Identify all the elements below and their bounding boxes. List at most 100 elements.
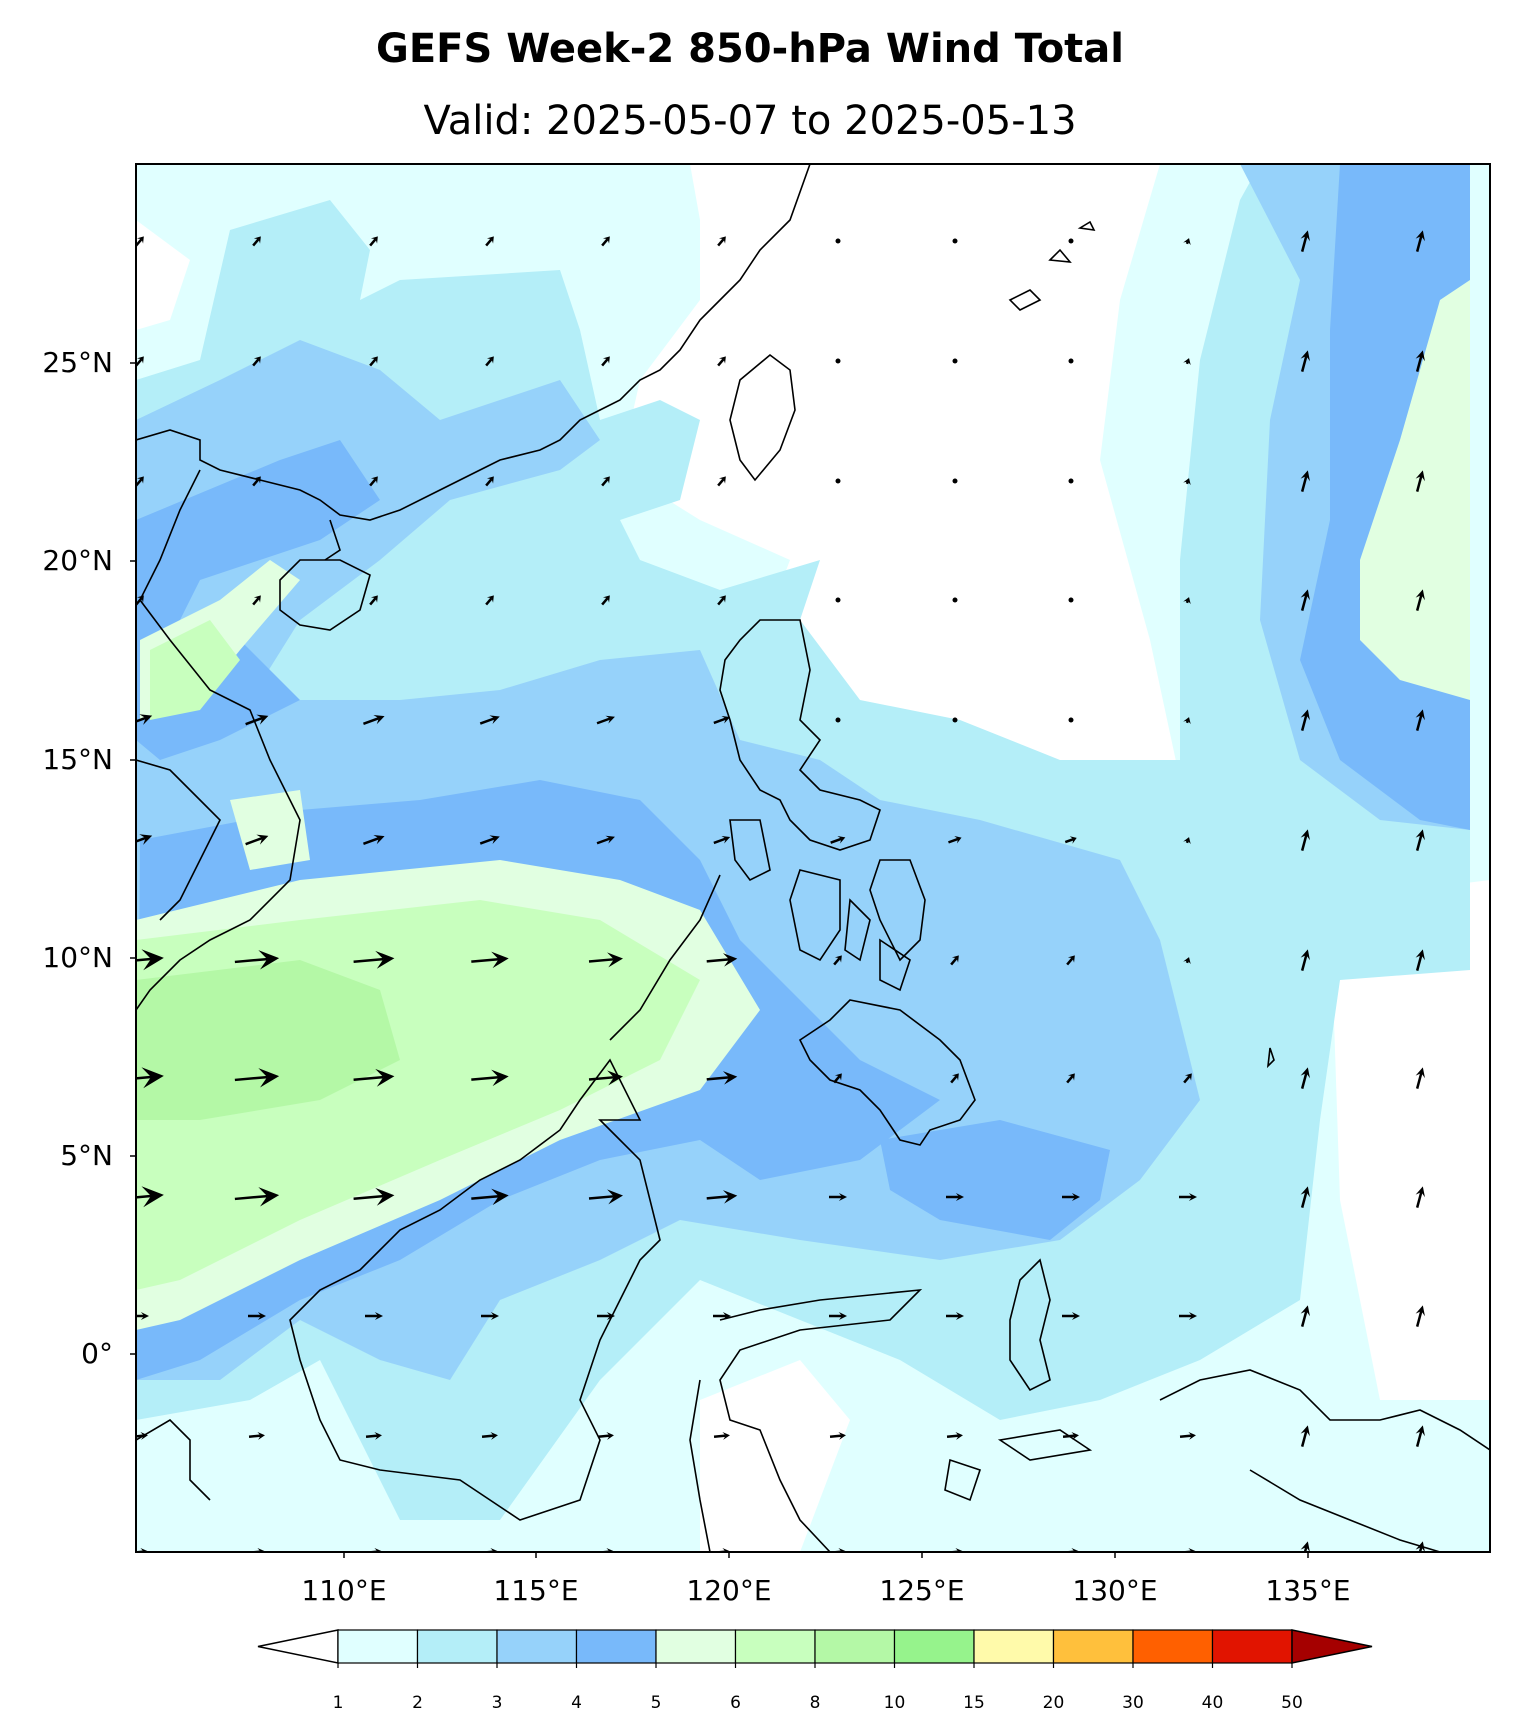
wind-arrow (1183, 717, 1191, 725)
wind-arrow (353, 1068, 395, 1087)
china-coast (136, 164, 811, 521)
colorbar-segment (337, 1629, 419, 1664)
wind-vectors (136, 230, 1425, 1552)
wind-arrow (1066, 955, 1075, 966)
wind-arrow (252, 356, 261, 367)
colorbar-segment (1211, 1629, 1293, 1664)
wind-arrow (952, 358, 958, 364)
wind-arrow (481, 1312, 499, 1320)
wind-arrow (717, 356, 726, 367)
wind-arrow (252, 236, 261, 247)
colorbar-tick-label: 20 (1043, 1693, 1065, 1713)
wind-arrow (1415, 470, 1425, 492)
lon-tick-label: 115°E (493, 1574, 578, 1607)
lat-tick-label: 0° (81, 1337, 113, 1370)
lon-tick-label: 130°E (1072, 1574, 1157, 1607)
halmahera (1009, 1258, 1051, 1392)
samar-leyte (869, 859, 926, 962)
wind-arrow (588, 1070, 623, 1086)
seram (997, 1429, 1093, 1461)
wind-arrow (1068, 358, 1074, 364)
wind-arrow (363, 714, 385, 726)
wind-arrow (1415, 709, 1425, 731)
wind-arrow (1068, 478, 1074, 484)
wind-arrow (252, 476, 261, 487)
buru (944, 1458, 982, 1502)
map-frame (135, 163, 1491, 1553)
wind-arrow (1300, 350, 1310, 372)
wind-arrow (1415, 589, 1425, 611)
ryukyu-islands (1008, 220, 1096, 311)
wind-arrow (1068, 717, 1074, 723)
sumatra-coast (136, 1418, 211, 1501)
wind-arrow (706, 953, 738, 967)
calm-area (136, 220, 190, 330)
wind-arrow (950, 955, 959, 966)
wind-arrow (1415, 1186, 1425, 1208)
colorbar-segment (973, 1629, 1055, 1664)
wind-arrow (1300, 829, 1310, 851)
wind-arrow (952, 238, 958, 244)
wind-arrow (471, 1069, 509, 1087)
wind-arrow (829, 1547, 846, 1552)
colorbar-tick-label: 6 (730, 1693, 741, 1713)
wind-arrow (136, 714, 153, 726)
cebu-bohol (879, 938, 911, 992)
colorbar-tick-label: 8 (810, 1693, 821, 1713)
colorbar: 1 2 3 4 5 6 8 10 15 20 30 40 50 (257, 1629, 1373, 1713)
wind-arrow (1183, 478, 1191, 486)
wind-arrow (1183, 837, 1191, 845)
wind-arrow (713, 1547, 730, 1552)
wind-arrow (706, 1190, 738, 1204)
wind-arrow (952, 478, 958, 484)
wind-arrow (1415, 1425, 1425, 1447)
wind-arrow (248, 1547, 265, 1552)
wind-arrow (597, 1312, 615, 1320)
wind-arrow (706, 1071, 738, 1085)
wind-arrow (1300, 589, 1310, 611)
colorbar-tick-label: 15 (963, 1693, 985, 1713)
latitude-axis: 25°N 20°N 15°N 10°N 5°N 0° (42, 346, 136, 1370)
wind-arrow (713, 1431, 730, 1440)
wind-arrow (1300, 1541, 1310, 1552)
colorbar-segment (575, 1629, 657, 1664)
new-guinea-south (1249, 1469, 1441, 1552)
wind-arrow (829, 1431, 846, 1440)
wind-arrow (829, 1193, 847, 1201)
lat-tick-label: 10°N (42, 941, 113, 974)
wind-arrow (713, 1312, 731, 1320)
wind-arrow (946, 1312, 964, 1320)
mindanao (798, 999, 976, 1146)
wind-arrow (596, 715, 615, 725)
wind-arrow (1300, 1425, 1310, 1447)
wind-arrow (1300, 230, 1310, 252)
wind-arrow (588, 952, 623, 968)
wind-arrow (1064, 836, 1077, 844)
calm-area (1330, 880, 1490, 1400)
wind-arrow (1066, 1073, 1075, 1084)
wind-arrow (471, 951, 509, 969)
wind-arrow (369, 356, 378, 367)
palawan (609, 874, 721, 1041)
wind-arrow (248, 1431, 265, 1440)
wind-arrow (234, 950, 280, 970)
mindoro (729, 819, 771, 882)
wind-arrow (1415, 1305, 1425, 1327)
wind-arrow (245, 834, 269, 846)
hainan-island (279, 559, 371, 631)
wind-arrow (136, 1431, 148, 1440)
wind-arrow (471, 1188, 509, 1206)
wind-arrow (1300, 470, 1310, 492)
wind-arrow (136, 1547, 148, 1552)
colorbar-extend-min (257, 1629, 339, 1664)
speed-contour-8-10 (136, 960, 400, 1120)
wind-arrow (353, 950, 395, 969)
wind-arrow (363, 834, 385, 846)
wind-arrow (717, 476, 726, 487)
chart-subtitle: Valid: 2025-05-07 to 2025-05-13 (423, 98, 1077, 144)
lon-tick-label: 125°E (879, 1574, 964, 1607)
wind-arrow (1062, 1431, 1079, 1440)
wind-arrow (1183, 1073, 1192, 1084)
wind-arrow (245, 714, 269, 726)
